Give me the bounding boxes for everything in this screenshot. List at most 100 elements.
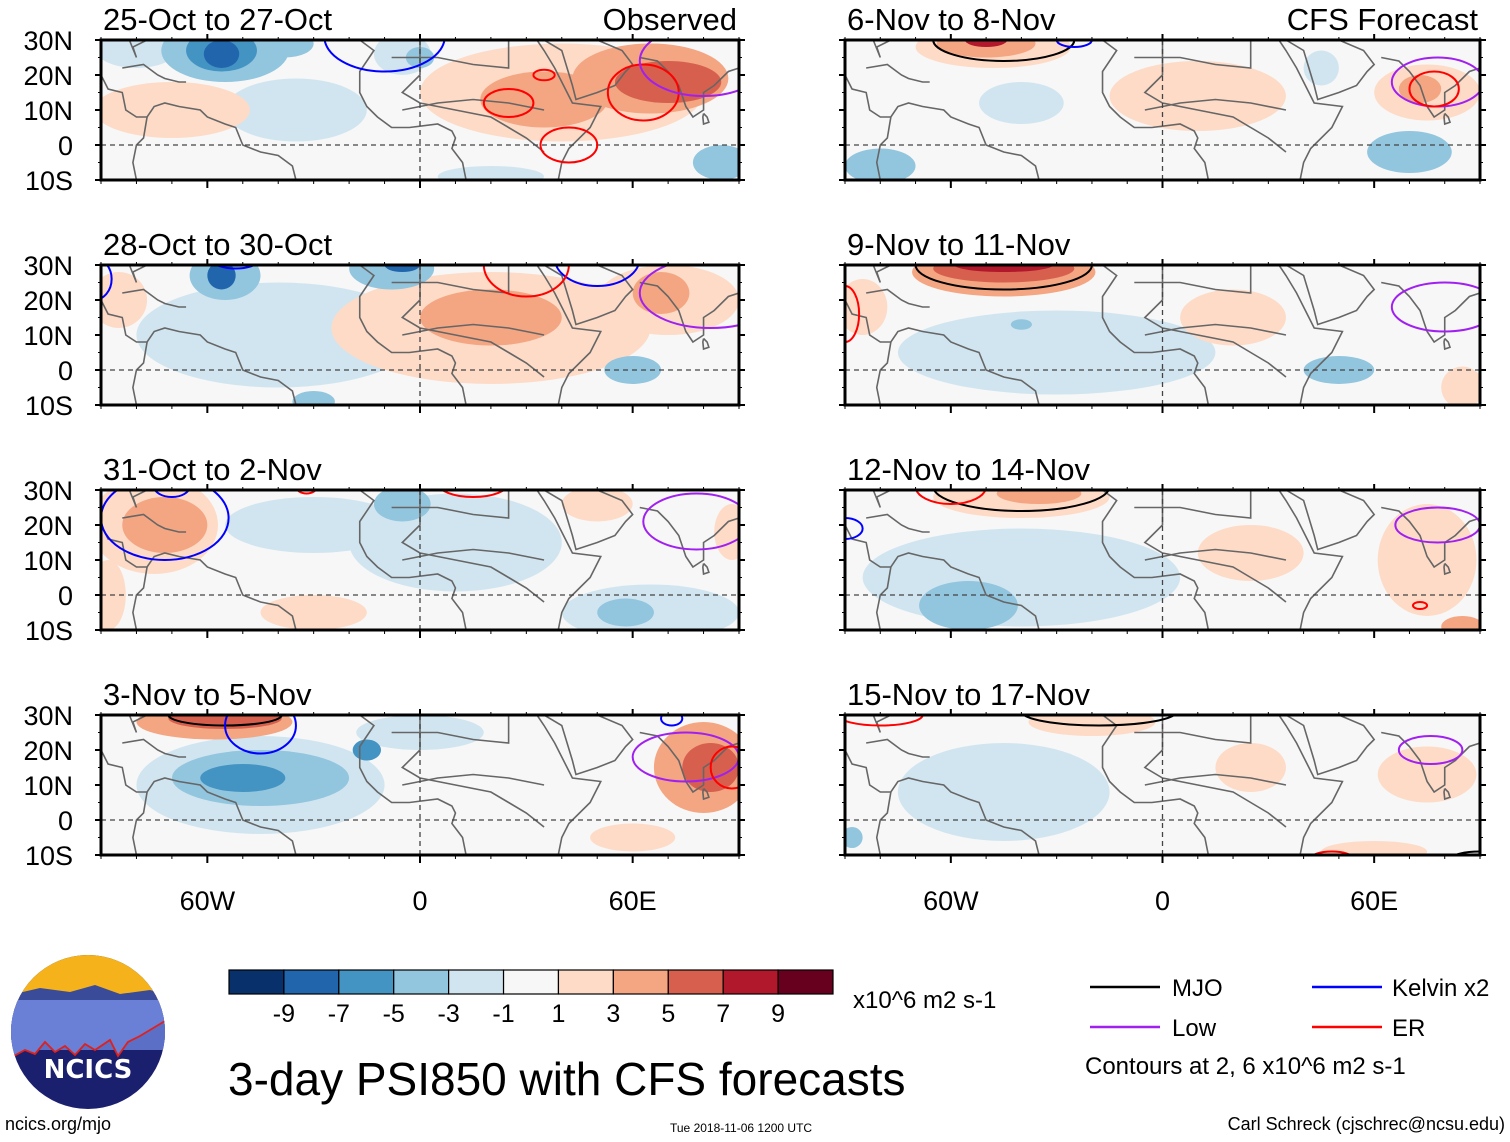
coastline	[543, 40, 634, 101]
wave-contours	[101, 490, 739, 561]
contour-er	[709, 745, 739, 790]
colorbar-label: -1	[492, 1000, 514, 1028]
coastline	[402, 773, 545, 786]
negative-anomaly	[897, 743, 1110, 841]
coastline	[875, 791, 892, 855]
coastline	[122, 63, 187, 83]
colorbar-label: 1	[552, 1000, 566, 1028]
y-tick-label: 10S	[25, 391, 73, 421]
x-tick-label: 0	[1155, 886, 1170, 916]
coastline	[866, 738, 930, 758]
coastline	[132, 566, 148, 630]
negative-anomaly	[373, 490, 431, 522]
contour-low	[638, 265, 739, 329]
contour-er	[845, 715, 924, 727]
colorbar-label: 9	[771, 1000, 785, 1028]
coastline	[1197, 265, 1344, 405]
positive-anomaly	[1377, 504, 1477, 616]
coastline	[455, 490, 602, 630]
y-tick-label: 10S	[25, 616, 73, 646]
panel-title: 9-Nov to 11-Nov	[847, 227, 1071, 262]
colorbar-units: x10^6 m2 s-1	[853, 987, 996, 1014]
coastline	[702, 337, 710, 351]
colorbar-swatch	[283, 969, 340, 995]
negative-anomaly	[207, 265, 236, 290]
coastline	[1381, 506, 1480, 569]
coastline	[543, 490, 634, 551]
site-link[interactable]: ncics.org/mjo	[5, 1114, 111, 1134]
anomaly-field	[101, 490, 739, 630]
positive-anomaly	[1180, 289, 1286, 346]
coastline	[400, 265, 545, 378]
coastline	[1197, 40, 1344, 180]
contour-low	[1397, 735, 1464, 765]
y-tick-label: 10N	[23, 321, 73, 351]
coastline	[1101, 715, 1210, 855]
colorbar-swatch	[612, 969, 669, 995]
contour-er	[296, 490, 318, 495]
ncics-logo: NCICS	[11, 955, 165, 1109]
y-tick-label: 20N	[23, 511, 73, 541]
colorbar-label: 3	[606, 1000, 620, 1028]
coastline	[639, 731, 739, 794]
coastline	[543, 715, 634, 776]
coastline	[1285, 490, 1376, 551]
anomaly-field	[101, 265, 739, 405]
y-tick-label: 10N	[23, 96, 73, 126]
coastline	[866, 63, 930, 83]
positive-anomaly	[936, 40, 1036, 58]
coastline	[1143, 40, 1287, 153]
y-tick-label: 10N	[23, 771, 73, 801]
y-tick-label: 20N	[23, 286, 73, 316]
y-tick-label: 0	[58, 581, 73, 611]
coastline	[358, 265, 467, 405]
coastline	[1101, 40, 1210, 180]
coastline	[1101, 490, 1210, 630]
negative-anomaly	[1010, 319, 1032, 330]
negative-anomaly	[292, 391, 335, 405]
coastline	[1134, 265, 1252, 294]
negative-anomaly	[845, 148, 916, 180]
negative-anomaly	[845, 827, 863, 848]
negative-anomaly	[200, 764, 286, 792]
x-tick-label: 60W	[180, 886, 236, 916]
map-panel: 9-Nov to 11-Nov	[839, 227, 1486, 413]
map-panel: 28-Oct to 30-Oct 30N 20N 10N 0 10S	[23, 227, 745, 421]
anomaly-field	[845, 265, 1480, 405]
coastline	[122, 738, 187, 758]
coastline	[1381, 281, 1480, 344]
y-tick-label: 30N	[23, 26, 73, 56]
coastline	[122, 288, 187, 308]
contour-er	[1411, 601, 1429, 610]
positive-anomaly	[561, 490, 633, 522]
coastline	[391, 40, 510, 69]
coastline	[845, 524, 1040, 630]
positive-anomaly	[1441, 616, 1480, 630]
coastline	[400, 40, 545, 153]
coastline	[1144, 773, 1287, 786]
anomaly-field	[845, 40, 1480, 180]
negative-anomaly	[692, 145, 739, 180]
colorbar-swatch	[722, 969, 779, 995]
positive-anomaly	[632, 272, 690, 314]
coastline	[101, 490, 148, 508]
coastline	[702, 787, 710, 801]
coastline	[455, 715, 602, 855]
coastline	[1197, 490, 1344, 630]
negative-anomaly	[979, 82, 1064, 124]
contour-er	[440, 490, 506, 498]
coastline	[455, 265, 602, 405]
negative-anomaly	[225, 78, 367, 142]
y-tick-label: 30N	[23, 701, 73, 731]
negative-anomaly	[597, 598, 654, 627]
colorbar-label: -5	[383, 1000, 405, 1028]
coastline	[1134, 40, 1252, 69]
wave-contours	[932, 40, 1480, 108]
coastline	[543, 265, 634, 326]
y-tick-label: 20N	[23, 61, 73, 91]
negative-anomaly	[256, 40, 314, 58]
colorbar-label: -7	[328, 1000, 350, 1028]
contour-kelvin-x2	[224, 715, 297, 755]
contour-mjo	[914, 265, 1093, 291]
